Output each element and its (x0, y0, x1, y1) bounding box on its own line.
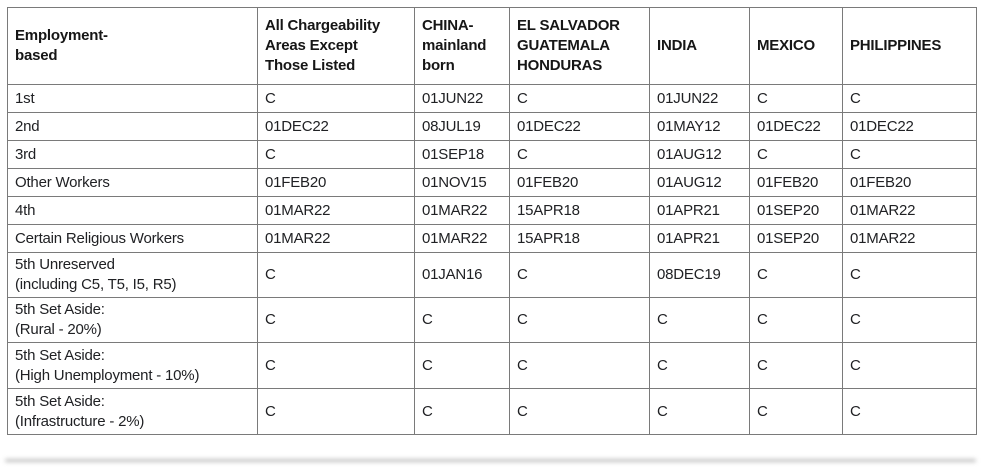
table-bottom-shadow (5, 459, 976, 462)
table-cell: C (649, 388, 750, 435)
column-header-el-salvador-guatemala-honduras: EL SALVADOR GUATEMALA HONDURAS (509, 7, 650, 85)
table-cell: C (257, 84, 415, 113)
table-cell: C (649, 297, 750, 343)
table-cell: C (509, 342, 650, 389)
table-cell: 01MAY12 (649, 112, 750, 141)
table-cell: 01JUN22 (414, 84, 510, 113)
column-header-philippines: PHILIPPINES (842, 7, 977, 85)
table-row-5th-set-aside-rural: 5th Set Aside: (Rural - 20%) C C C C C C (7, 297, 977, 343)
table-cell: 01MAR22 (842, 224, 977, 253)
row-label: 5th Unreserved (including C5, T5, I5, R5… (7, 252, 258, 298)
table-cell: C (509, 388, 650, 435)
table-row-other-workers: Other Workers 01FEB20 01NOV15 01FEB20 01… (7, 168, 977, 197)
row-label: 4th (7, 196, 258, 225)
table-cell: C (842, 342, 977, 389)
table-cell: 15APR18 (509, 224, 650, 253)
column-header-china-mainland: CHINA- mainland born (414, 7, 510, 85)
column-header-employment-based: Employment- based (7, 7, 258, 85)
table-cell: C (509, 84, 650, 113)
row-label: 2nd (7, 112, 258, 141)
table-cell: C (414, 388, 510, 435)
table-cell: 01MAR22 (414, 196, 510, 225)
table-row-1st: 1st C 01JUN22 C 01JUN22 C C (7, 84, 977, 113)
table-row-5th-set-aside-infrastructure: 5th Set Aside: (Infrastructure - 2%) C C… (7, 388, 977, 435)
table-cell: 08DEC19 (649, 252, 750, 298)
table-row-5th-set-aside-high-unemployment: 5th Set Aside: (High Unemployment - 10%)… (7, 342, 977, 389)
table-cell: C (257, 388, 415, 435)
row-label: 5th Set Aside: (High Unemployment - 10%) (7, 342, 258, 389)
table-cell: C (749, 297, 843, 343)
table-cell: 01SEP18 (414, 140, 510, 169)
table-cell: 15APR18 (509, 196, 650, 225)
row-label: 1st (7, 84, 258, 113)
table-cell: C (509, 140, 650, 169)
table-cell: C (749, 140, 843, 169)
header-row: Employment- based All Chargeability Area… (7, 7, 977, 85)
table-cell: C (749, 252, 843, 298)
table-cell: C (842, 84, 977, 113)
table-row-4th: 4th 01MAR22 01MAR22 15APR18 01APR21 01SE… (7, 196, 977, 225)
table-cell: 01MAR22 (257, 196, 415, 225)
table-row-5th-unreserved: 5th Unreserved (including C5, T5, I5, R5… (7, 252, 977, 298)
table-cell: 01AUG12 (649, 168, 750, 197)
table-cell: C (257, 342, 415, 389)
table-cell: C (257, 140, 415, 169)
table-cell: 01APR21 (649, 224, 750, 253)
table-cell: 01APR21 (649, 196, 750, 225)
table-cell: 01FEB20 (257, 168, 415, 197)
table-cell: 01FEB20 (842, 168, 977, 197)
table-cell: C (257, 252, 415, 298)
row-label: 5th Set Aside: (Rural - 20%) (7, 297, 258, 343)
column-header-all-chargeability: All Chargeability Areas Except Those Lis… (257, 7, 415, 85)
table-row-certain-religious-workers: Certain Religious Workers 01MAR22 01MAR2… (7, 224, 977, 253)
table-cell: 01NOV15 (414, 168, 510, 197)
table-cell: C (414, 342, 510, 389)
column-header-mexico: MEXICO (749, 7, 843, 85)
table-cell: 01MAR22 (842, 196, 977, 225)
table-cell: 01AUG12 (649, 140, 750, 169)
table-cell: 01DEC22 (257, 112, 415, 141)
table-cell: C (509, 297, 650, 343)
table-cell: 08JUL19 (414, 112, 510, 141)
table-cell: 01MAR22 (257, 224, 415, 253)
table-cell: 01FEB20 (749, 168, 843, 197)
table-row-3rd: 3rd C 01SEP18 C 01AUG12 C C (7, 140, 977, 169)
row-label: Other Workers (7, 168, 258, 197)
table-cell: 01FEB20 (509, 168, 650, 197)
table-cell: 01SEP20 (749, 224, 843, 253)
table-cell: 01DEC22 (749, 112, 843, 141)
table-cell: C (749, 84, 843, 113)
table-cell: C (257, 297, 415, 343)
table-cell: C (842, 252, 977, 298)
table-cell: C (749, 342, 843, 389)
table-cell: 01DEC22 (509, 112, 650, 141)
table-cell: C (649, 342, 750, 389)
row-label: 5th Set Aside: (Infrastructure - 2%) (7, 388, 258, 435)
table-cell: C (509, 252, 650, 298)
table-cell: C (842, 140, 977, 169)
table-cell: C (842, 297, 977, 343)
table-cell: 01MAR22 (414, 224, 510, 253)
table-cell: 01DEC22 (842, 112, 977, 141)
employment-based-visa-table: Employment- based All Chargeability Area… (7, 7, 977, 435)
table-cell: 01JAN16 (414, 252, 510, 298)
table-cell: C (842, 388, 977, 435)
column-header-india: INDIA (649, 7, 750, 85)
table-cell: 01JUN22 (649, 84, 750, 113)
table-cell: 01SEP20 (749, 196, 843, 225)
row-label: Certain Religious Workers (7, 224, 258, 253)
table-cell: C (749, 388, 843, 435)
row-label: 3rd (7, 140, 258, 169)
table-row-2nd: 2nd 01DEC22 08JUL19 01DEC22 01MAY12 01DE… (7, 112, 977, 141)
table-cell: C (414, 297, 510, 343)
